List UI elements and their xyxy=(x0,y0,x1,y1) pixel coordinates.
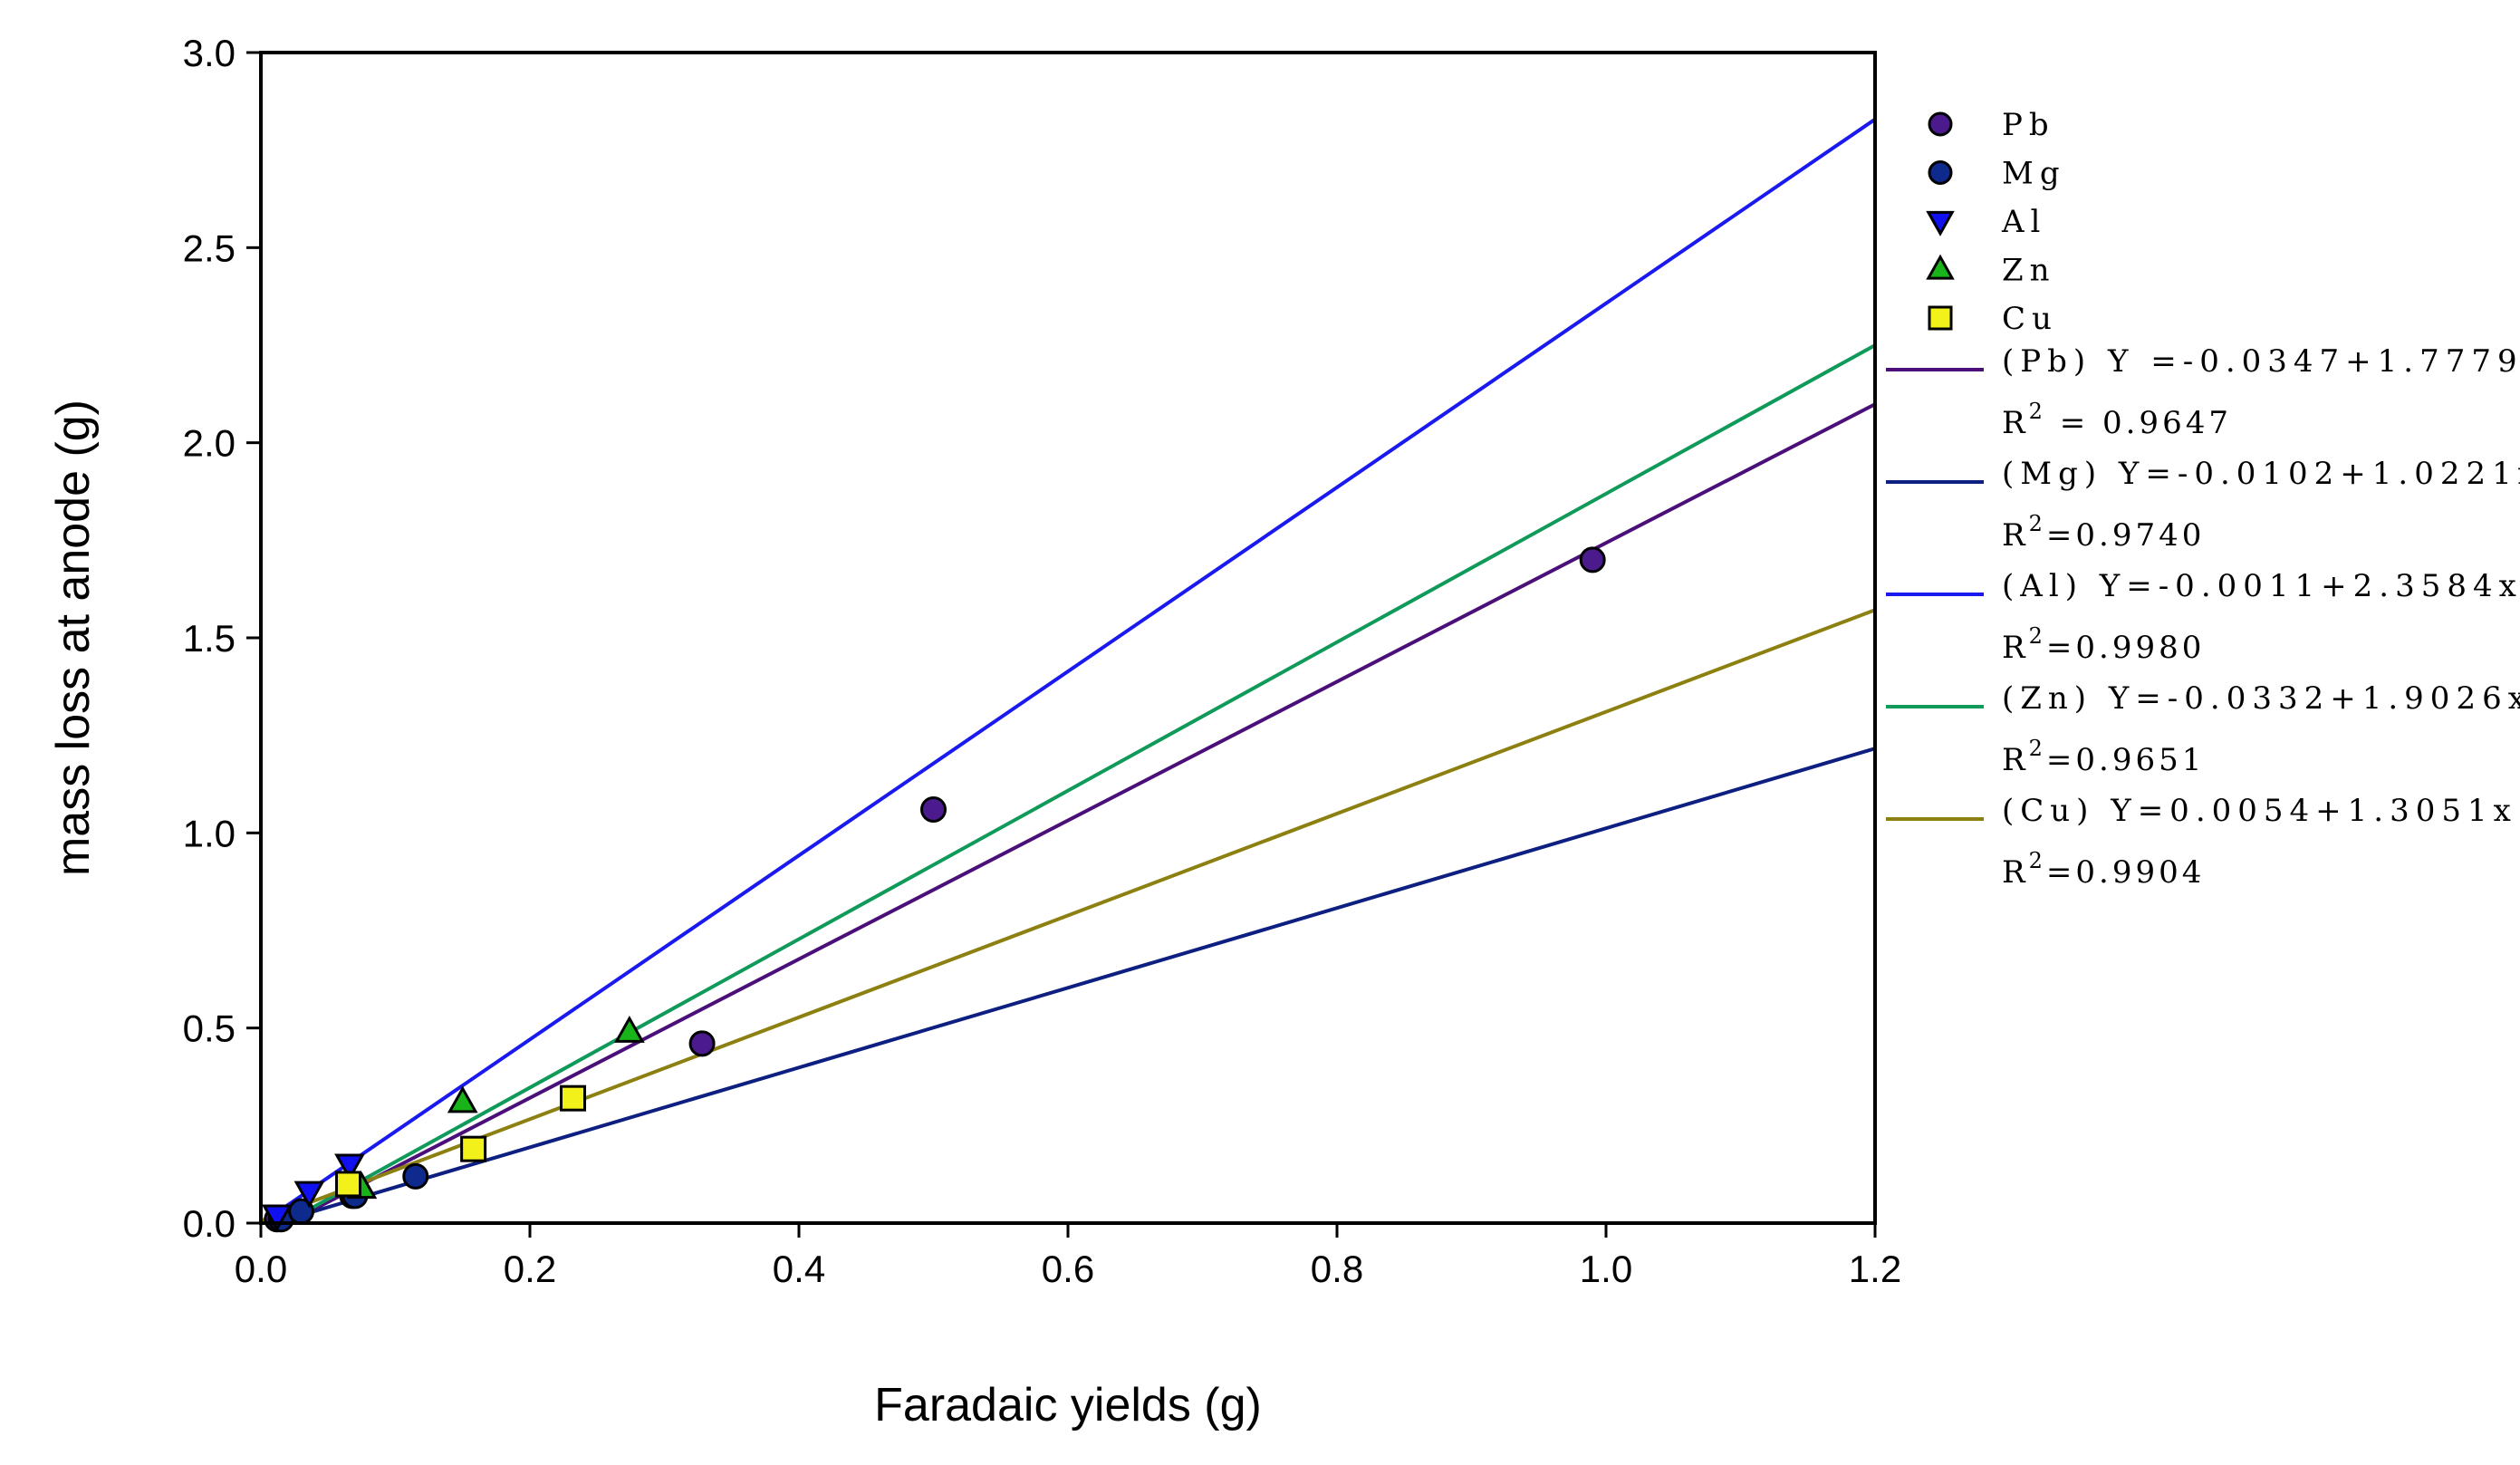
point-pb xyxy=(1579,546,1606,573)
y-tick-label: 2.0 xyxy=(183,422,236,465)
x-tick-label: 0.4 xyxy=(773,1248,825,1290)
point-al xyxy=(293,1181,325,1209)
point-cu xyxy=(560,1084,587,1112)
y-tick-label: 0.0 xyxy=(183,1202,236,1245)
point-cu xyxy=(335,1171,362,1198)
fit-line-cu xyxy=(261,608,1875,1223)
point-zn xyxy=(447,1085,478,1113)
x-axis-title: Faradaic yields (g) xyxy=(874,1379,1262,1431)
legend-label-zn: Zn xyxy=(2002,253,2056,289)
legend-label-cu: Cu xyxy=(2002,301,2058,337)
legend-label-mg: Mg xyxy=(2002,156,2066,192)
legend-marker-pb xyxy=(1928,111,1953,137)
legend-marker-al xyxy=(1926,210,1955,236)
point-cu xyxy=(460,1135,487,1162)
y-tick-label: 1.5 xyxy=(183,617,236,660)
fit-line-mg xyxy=(267,747,1875,1223)
legend-marker-cu xyxy=(1928,305,1953,331)
legend-label-al: Al xyxy=(2001,204,2046,240)
point-al xyxy=(261,1204,293,1232)
legend-fit-cu: (Cu) Y=0.0054+1.3051x xyxy=(2002,793,2517,829)
fit-lines xyxy=(261,118,1875,1223)
point-zn xyxy=(614,1015,645,1043)
point-pb xyxy=(688,1030,716,1057)
y-tick-label: 2.5 xyxy=(183,226,236,269)
legend-fit-zn: (Zn) Y=-0.0332+1.9026x xyxy=(2002,680,2520,717)
legend: Pb Mg Al Zn Cu (Pb) Y =-0.0347+1.7779x R2 = 0.… xyxy=(1886,107,2520,891)
fit-line-pb xyxy=(283,402,1875,1223)
y-tick-label: 3.0 xyxy=(183,32,236,74)
x-tick-label: 0.0 xyxy=(235,1248,287,1290)
axis-ticks: 0.0 0.2 0.4 0.6 0.8 1.0 1.2 0.0 0.5 1.0 1.5 2.0 2.5 3… xyxy=(183,32,1902,1290)
x-tick-label: 0.2 xyxy=(504,1248,556,1290)
legend-marker-mg xyxy=(1928,160,1953,185)
x-tick-label: 0.6 xyxy=(1042,1248,1094,1290)
y-tick-label: 0.5 xyxy=(183,1007,236,1050)
y-axis-title: mass loss at anode (g) xyxy=(47,400,100,876)
point-mg xyxy=(402,1162,429,1190)
point-al xyxy=(334,1153,365,1181)
point-pb xyxy=(920,795,947,823)
legend-r2-mg: R2=0.9740 xyxy=(2002,511,2205,554)
legend-r2-pb: R2 = 0.9647 xyxy=(2002,399,2232,441)
x-tick-label: 0.8 xyxy=(1311,1248,1363,1290)
legend-fit-al: (Al) Y=-0.0011+2.3584x xyxy=(2002,568,2520,604)
legend-fit-pb: (Pb) Y =-0.0347+1.7779x xyxy=(2002,343,2520,380)
legend-marker-zn xyxy=(1926,254,1955,280)
legend-r2-cu: R2=0.9904 xyxy=(2002,848,2205,891)
fit-line-al xyxy=(261,118,1875,1223)
legend-label-pb: Pb xyxy=(2002,107,2055,143)
legend-fit-mg: (Mg) Y=-0.0102+1.0221x xyxy=(2002,456,2520,492)
y-tick-label: 1.0 xyxy=(183,812,236,854)
legend-r2-zn: R2=0.9651 xyxy=(2002,736,2205,778)
x-tick-label: 1.2 xyxy=(1849,1248,1901,1290)
legend-r2-al: R2=0.9980 xyxy=(2002,623,2205,666)
x-tick-label: 1.0 xyxy=(1580,1248,1632,1290)
fit-line-zn xyxy=(280,343,1875,1223)
plot-frame xyxy=(259,51,1877,1225)
